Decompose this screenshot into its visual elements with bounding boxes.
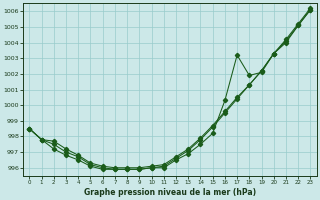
X-axis label: Graphe pression niveau de la mer (hPa): Graphe pression niveau de la mer (hPa) (84, 188, 256, 197)
